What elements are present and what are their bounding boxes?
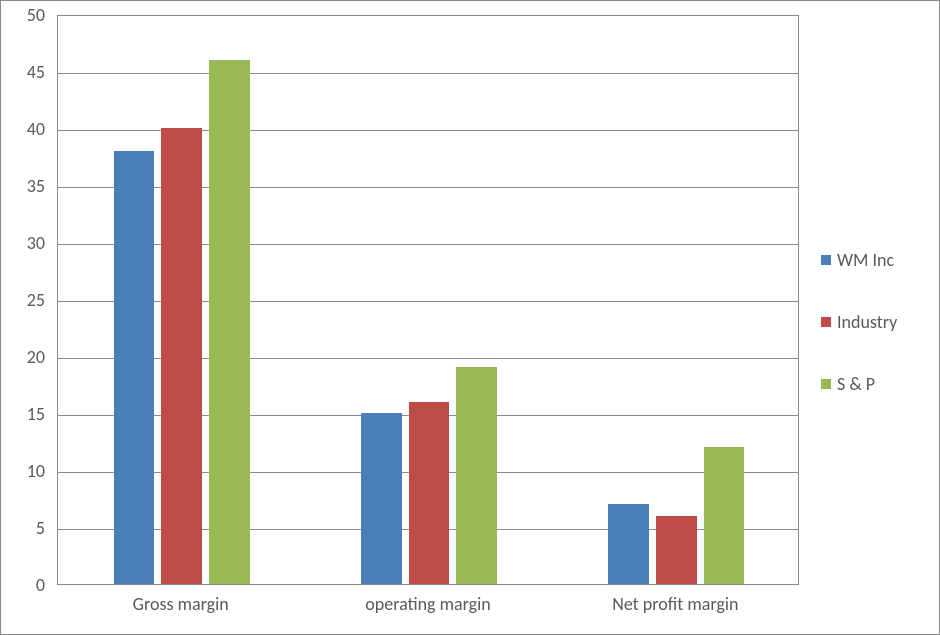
plot-area <box>57 15 799 585</box>
bar <box>161 128 202 584</box>
y-tick-label: 40 <box>1 118 45 140</box>
bar <box>409 402 450 584</box>
y-tick-label: 5 <box>1 517 45 539</box>
bar <box>114 151 155 584</box>
x-tick-label: operating margin <box>304 593 551 615</box>
legend-swatch <box>821 379 831 389</box>
y-tick-label: 20 <box>1 346 45 368</box>
y-tick-label: 25 <box>1 289 45 311</box>
legend-item: Industry <box>821 311 897 333</box>
y-tick-label: 10 <box>1 460 45 482</box>
legend-item: S & P <box>821 373 897 395</box>
legend-swatch <box>821 317 831 327</box>
y-tick-label: 0 <box>1 574 45 596</box>
y-tick-label: 30 <box>1 232 45 254</box>
y-tick-label: 50 <box>1 4 45 26</box>
gridline <box>58 73 798 74</box>
bar <box>456 367 497 584</box>
chart-frame: 0 5 10 15 20 25 30 35 40 45 50 Gross marginoperati… <box>0 0 940 635</box>
legend-swatch <box>821 255 831 265</box>
legend-label: S & P <box>837 373 875 395</box>
legend-label: Industry <box>837 311 897 333</box>
bar <box>209 60 250 584</box>
legend-item: WM Inc <box>821 249 897 271</box>
legend: WM Inc Industry S & P <box>821 249 897 395</box>
legend-label: WM Inc <box>837 249 894 271</box>
bar <box>656 516 697 584</box>
y-tick-label: 35 <box>1 175 45 197</box>
x-tick-label: Net profit margin <box>552 593 799 615</box>
x-tick-label: Gross margin <box>57 593 304 615</box>
bar <box>704 447 745 584</box>
y-tick-label: 45 <box>1 61 45 83</box>
bar <box>361 413 402 584</box>
y-tick-label: 15 <box>1 403 45 425</box>
bar <box>608 504 649 584</box>
